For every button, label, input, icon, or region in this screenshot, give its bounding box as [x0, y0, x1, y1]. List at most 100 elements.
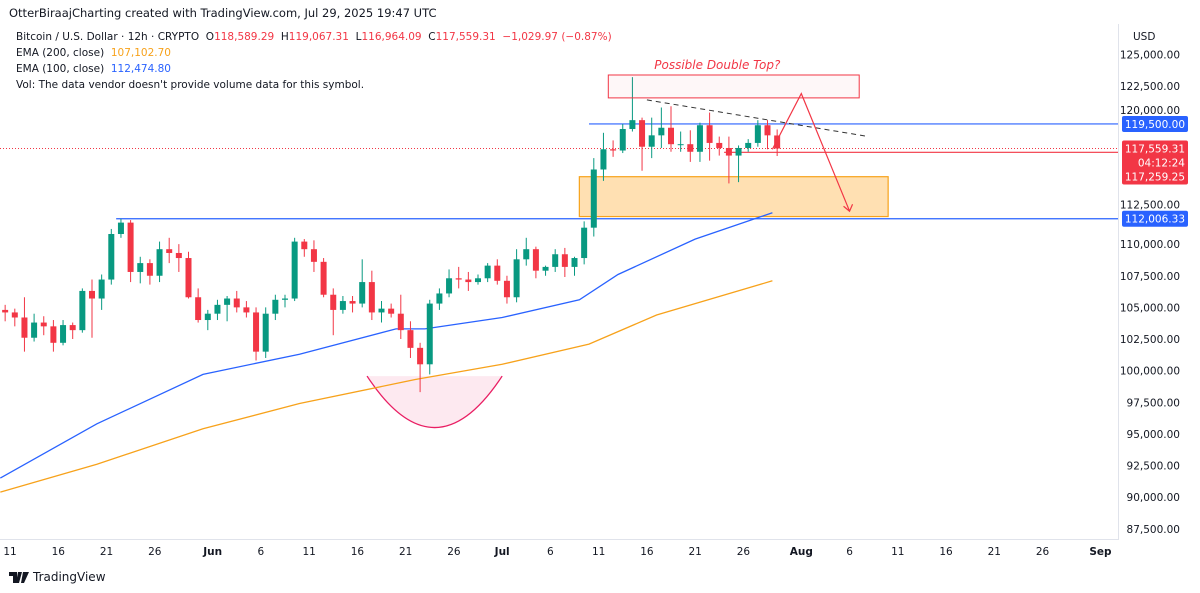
candle-body [243, 307, 250, 313]
high-label: H [280, 31, 289, 43]
candle-body [156, 249, 163, 276]
high-value: 119,067.31 [288, 31, 349, 43]
candle-body [417, 347, 424, 365]
legend-symbol-row: Bitcoin / U.S. Dollar · 12h · CRYPTO O11… [16, 29, 612, 45]
overlay-drawings: Possible Double Top? [607, 58, 869, 213]
tradingview-logo[interactable]: TradingView [9, 570, 106, 584]
bowl-arc [366, 375, 503, 428]
candle-body [378, 308, 385, 313]
last-price-tag-text: 04:12:24 [1138, 157, 1185, 169]
candle-body [561, 254, 568, 267]
candle-body [320, 261, 327, 295]
price-tick-label: 125,000.00 [1120, 49, 1180, 61]
time-tick-label: 6 [258, 546, 265, 558]
candle-body [571, 258, 578, 267]
currency-label[interactable]: USD [1133, 31, 1156, 43]
annotation-text: Possible Double Top? [654, 58, 781, 72]
time-tick-label: 16 [52, 546, 66, 558]
ema200-value: 107,102.70 [110, 47, 171, 59]
time-tick-label: 21 [100, 546, 113, 558]
time-tick-label: 6 [547, 546, 554, 558]
candle-body [214, 304, 221, 314]
candle-body [368, 282, 375, 313]
candle-body [735, 147, 742, 156]
level-112006-tag-text: 112,006.33 [1125, 214, 1185, 226]
candles-layer [2, 77, 781, 393]
candle-body [166, 249, 173, 253]
last-price-tag-bg [1122, 140, 1188, 185]
ema200-label: EMA (200, close) [16, 47, 105, 59]
candle-body [745, 142, 752, 148]
candle-body [108, 234, 115, 280]
ema100-line [0, 212, 773, 479]
level-112006-tag-bg [1122, 210, 1188, 227]
candle-body [629, 120, 636, 130]
open-value: 118,589.29 [214, 31, 275, 43]
candle-body [31, 322, 38, 338]
candle-body [600, 149, 607, 170]
price-tick-label: 97,500.00 [1127, 397, 1180, 409]
legend-volume-note: Vol: The data vendor doesn't provide vol… [16, 79, 365, 91]
price-axis[interactable]: 119,500.00 117,559.31 04:12:24 117,259.25 11… [1120, 49, 1188, 536]
time-axis[interactable]: 11 16 21 26 Jun 6 11 16 21 26 Jul 6 11 16 21 26 Aug 6 11 16… [3, 546, 1112, 558]
time-tick-label: 11 [592, 546, 605, 558]
candle-body [195, 297, 202, 321]
candle-body [455, 278, 462, 280]
candle-body [484, 265, 491, 279]
candle-body [204, 313, 211, 321]
time-tick-label: 11 [302, 546, 315, 558]
candle-body [2, 309, 9, 313]
time-tick-label: Aug [790, 546, 813, 558]
time-tick-label: 16 [640, 546, 654, 558]
price-tick-label: 120,000.00 [1120, 105, 1180, 117]
candle-body [619, 129, 626, 151]
candle-body [272, 299, 279, 314]
candle-body [513, 259, 520, 298]
candle-body [69, 325, 76, 331]
ema-layer [0, 212, 773, 493]
ema100-label: EMA (100, close) [16, 63, 105, 75]
candle-body [677, 144, 684, 146]
price-tick-label: 90,000.00 [1127, 492, 1180, 504]
time-tick-label: 21 [988, 546, 1001, 558]
projection-path [771, 92, 851, 212]
time-tick-label: Jul [494, 546, 510, 558]
price-tick-label: 122,500.00 [1120, 81, 1180, 93]
time-tick-label: Jun [202, 546, 222, 558]
price-tick-label: 102,500.00 [1120, 334, 1180, 346]
candle-body [407, 330, 414, 348]
candle-body [475, 278, 481, 283]
price-axis-border [1118, 24, 1119, 540]
candle-body [706, 125, 713, 143]
low-value: 116,964.09 [361, 31, 422, 43]
time-tick-label: 26 [737, 546, 751, 558]
candle-body [658, 127, 665, 136]
candle-body [301, 241, 308, 250]
candle-body [262, 313, 269, 352]
drawings-layer [0, 123, 1118, 428]
last-price-tag-text: 117,259.25 [1125, 171, 1185, 183]
price-tick-label: 100,000.00 [1120, 366, 1180, 378]
price-tick-label: 87,500.00 [1127, 524, 1180, 536]
legend-ema200[interactable]: EMA (200, close) 107,102.70 [16, 45, 612, 61]
low-label: L [355, 31, 362, 43]
candle-body [79, 290, 86, 331]
price-tick-label: 92,500.00 [1127, 461, 1180, 473]
candle-body [542, 266, 549, 271]
candle-body [310, 249, 317, 262]
symbol-title[interactable]: Bitcoin / U.S. Dollar · 12h · CRYPTO [16, 31, 200, 43]
price-tick-label: 110,000.00 [1120, 239, 1180, 251]
time-axis-border [0, 539, 1118, 540]
candle-body [465, 279, 472, 283]
trendline [646, 99, 869, 138]
time-tick-label: 11 [891, 546, 904, 558]
attribution: OtterBiraajCharting created with Trading… [9, 6, 437, 20]
close-value: 117,559.31 [435, 31, 496, 43]
support-zone [578, 176, 889, 218]
legend-ema100[interactable]: EMA (100, close) 112,474.80 [16, 61, 612, 77]
time-tick-label: 16 [351, 546, 365, 558]
candle-body [98, 279, 105, 299]
candle-body [639, 120, 646, 147]
candle-body [590, 169, 597, 228]
